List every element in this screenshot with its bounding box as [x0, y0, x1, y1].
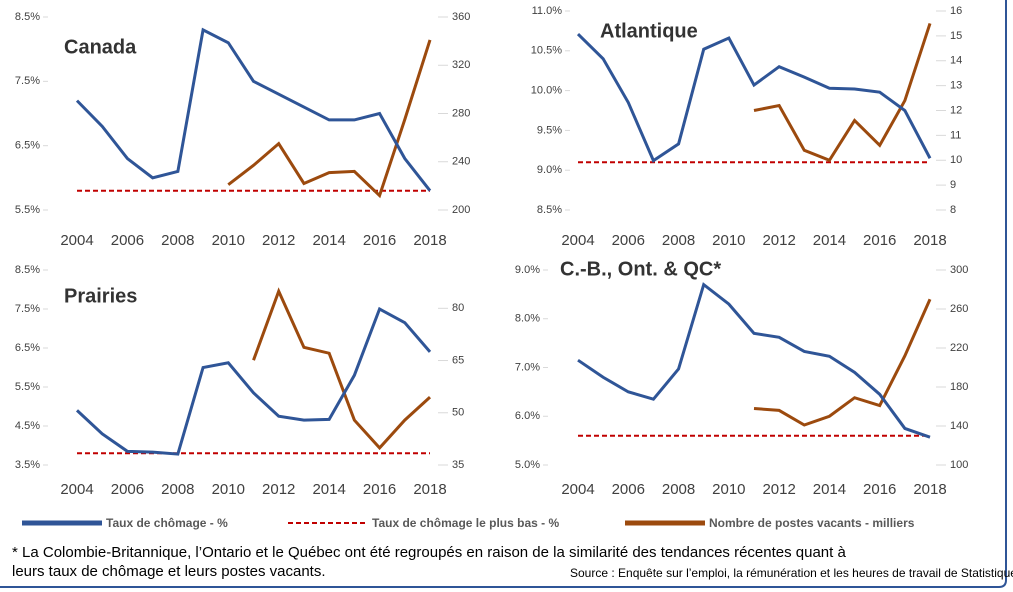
y2-tick-label: 11: [950, 129, 961, 141]
legend-label: Taux de chômage - %: [106, 516, 228, 530]
x-tick-label: 2004: [561, 232, 594, 249]
x-tick-label: 2010: [212, 232, 245, 249]
x-tick-label: 2018: [913, 481, 946, 498]
y2-tick-label: 80: [452, 302, 464, 314]
y2-tick-label: 35: [452, 459, 464, 471]
y2-tick-label: 8: [950, 204, 956, 216]
x-tick-label: 2006: [612, 232, 645, 249]
y2-tick-label: 65: [452, 354, 464, 366]
y-tick-label: 4.5%: [15, 420, 40, 432]
y2-tick-label: 10: [950, 154, 962, 166]
y-tick-label: 7.0%: [515, 361, 540, 373]
series-line: [252, 287, 432, 451]
series-line: [227, 39, 432, 199]
panel-title: C.-B., Ont. & QC*: [560, 258, 721, 280]
y-tick-label: 10.5%: [531, 45, 562, 57]
series-line: [75, 306, 432, 456]
x-tick-label: 2016: [863, 481, 896, 498]
y-tick-label: 6.5%: [15, 140, 40, 152]
y2-tick-label: 280: [452, 107, 470, 119]
y-tick-label: 8.5%: [15, 11, 40, 23]
y-tick-label: 5.0%: [515, 459, 540, 471]
x-tick-label: 2012: [262, 481, 295, 498]
x-tick-label: 2016: [863, 232, 896, 249]
x-tick-label: 2016: [363, 481, 396, 498]
panel-title: Canada: [64, 36, 137, 58]
y-tick-label: 8.5%: [15, 264, 40, 276]
y2-tick-label: 360: [452, 11, 470, 23]
y2-tick-label: 14: [950, 55, 962, 67]
y-tick-label: 9.0%: [515, 264, 540, 276]
y-tick-label: 7.5%: [15, 303, 40, 315]
x-tick-label: 2004: [561, 481, 594, 498]
x-tick-label: 2014: [813, 481, 846, 498]
y2-tick-label: 12: [950, 104, 962, 116]
x-tick-label: 2008: [662, 481, 695, 498]
y-tick-label: 8.0%: [515, 313, 540, 325]
y2-tick-label: 13: [950, 80, 962, 92]
y2-tick-label: 240: [452, 156, 470, 168]
y2-tick-label: 15: [950, 30, 962, 42]
y2-tick-label: 220: [950, 342, 968, 354]
x-tick-label: 2014: [813, 232, 846, 249]
y2-tick-label: 180: [950, 381, 968, 393]
legend-label: Nombre de postes vacants - milliers: [709, 516, 915, 530]
series-line: [75, 27, 432, 192]
x-tick-label: 2010: [212, 481, 245, 498]
x-tick-label: 2018: [413, 481, 446, 498]
y-tick-label: 5.5%: [15, 381, 40, 393]
y-tick-label: 7.5%: [15, 75, 40, 87]
y-tick-label: 9.5%: [537, 124, 562, 136]
y2-tick-label: 200: [452, 204, 470, 216]
x-tick-label: 2014: [312, 232, 345, 249]
x-tick-label: 2008: [161, 232, 194, 249]
x-tick-label: 2004: [60, 481, 93, 498]
y-tick-label: 10.0%: [531, 85, 562, 97]
x-tick-label: 2006: [111, 232, 144, 249]
y-tick-label: 6.5%: [15, 342, 40, 354]
series-line: [753, 298, 932, 427]
x-tick-label: 2006: [612, 481, 645, 498]
y-tick-label: 8.5%: [537, 204, 562, 216]
y2-tick-label: 9: [950, 179, 956, 191]
x-tick-label: 2012: [762, 481, 795, 498]
footnote: leurs taux de chômage et leurs postes va…: [12, 563, 326, 580]
y2-tick-label: 50: [452, 407, 464, 419]
y2-tick-label: 320: [452, 59, 470, 71]
x-tick-label: 2008: [662, 232, 695, 249]
x-tick-label: 2006: [111, 481, 144, 498]
series-line: [577, 282, 931, 439]
x-tick-label: 2018: [913, 232, 946, 249]
x-tick-label: 2012: [762, 232, 795, 249]
y-tick-label: 9.0%: [537, 164, 562, 176]
x-tick-label: 2018: [413, 232, 446, 249]
x-tick-label: 2010: [712, 232, 745, 249]
x-tick-label: 2016: [363, 232, 396, 249]
x-tick-label: 2014: [312, 481, 345, 498]
x-tick-label: 2010: [712, 481, 745, 498]
series-line: [576, 33, 932, 163]
y2-tick-label: 300: [950, 264, 968, 276]
legend-label: Taux de chômage le plus bas - %: [372, 516, 559, 530]
footnote: * La Colombie-Britannique, l’Ontario et …: [12, 544, 846, 561]
y2-tick-label: 100: [950, 459, 968, 471]
x-tick-label: 2012: [262, 232, 295, 249]
panel-title: Prairies: [64, 285, 137, 307]
series-line: [753, 22, 932, 163]
y2-tick-label: 260: [950, 303, 968, 315]
source: Source : Enquête sur l’emploi, la rémuné…: [570, 566, 1013, 580]
y2-tick-label: 140: [950, 420, 968, 432]
y-tick-label: 5.5%: [15, 204, 40, 216]
y-tick-label: 6.0%: [515, 410, 540, 422]
x-tick-label: 2008: [161, 481, 194, 498]
x-tick-label: 2004: [60, 232, 93, 249]
panel-title: Atlantique: [600, 20, 698, 42]
y-tick-label: 11.0%: [532, 5, 563, 17]
y-tick-label: 3.5%: [15, 459, 40, 471]
y2-tick-label: 16: [950, 5, 962, 17]
